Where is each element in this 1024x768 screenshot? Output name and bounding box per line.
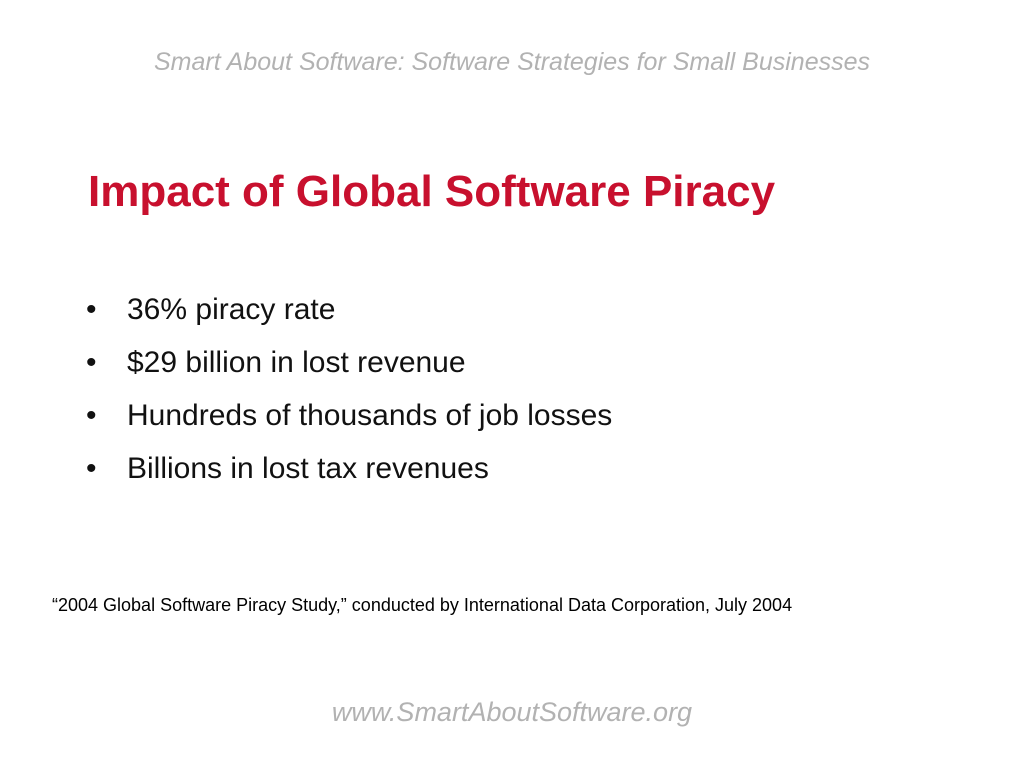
source-citation: “2004 Global Software Piracy Study,” con… <box>52 595 793 615</box>
bullet-text: Billions in lost tax revenues <box>127 452 489 485</box>
slide-title: Impact of Global Software Piracy <box>88 167 776 216</box>
header-tagline: Smart About Software: Software Strategie… <box>153 48 871 76</box>
bullet-text: 36% piracy rate <box>127 293 336 326</box>
bullet-icon: • <box>86 346 97 379</box>
bullet-text: $29 billion in lost revenue <box>127 346 466 379</box>
bullet-icon: • <box>86 452 97 485</box>
footer-url: www.SmartAboutSoftware.org <box>331 697 693 727</box>
bullet-icon: • <box>86 293 97 326</box>
bullet-icon: • <box>86 399 97 432</box>
bullet-text: Hundreds of thousands of job losses <box>127 399 613 432</box>
